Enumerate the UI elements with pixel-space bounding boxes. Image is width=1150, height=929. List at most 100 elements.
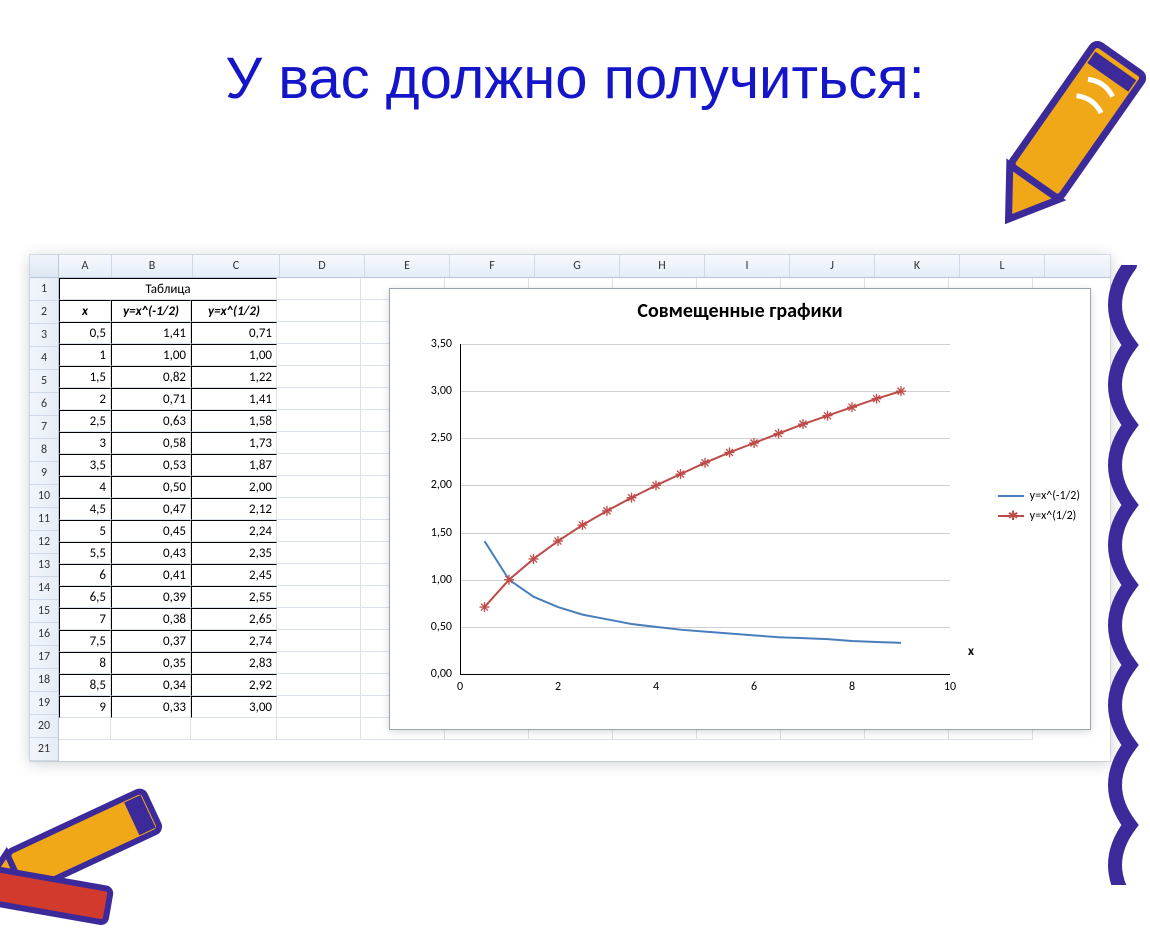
- cell-C4[interactable]: 1,00: [191, 344, 277, 366]
- cell-C20[interactable]: 3,00: [191, 696, 277, 718]
- cell-B19[interactable]: 0,34: [111, 674, 191, 696]
- cell-D9[interactable]: [277, 454, 361, 476]
- cell-B13[interactable]: 0,43: [111, 542, 191, 564]
- cell-D7[interactable]: [277, 410, 361, 432]
- column-header-L[interactable]: L: [960, 255, 1045, 277]
- cell-D20[interactable]: [277, 696, 361, 718]
- cell-D3[interactable]: [277, 322, 361, 344]
- row-header-18[interactable]: 18: [30, 669, 58, 692]
- cell-A7[interactable]: 2,5: [59, 410, 111, 432]
- cell-D10[interactable]: [277, 476, 361, 498]
- cell-D11[interactable]: [277, 498, 361, 520]
- cell-B14[interactable]: 0,41: [111, 564, 191, 586]
- cell-D21[interactable]: [277, 718, 361, 740]
- row-header-19[interactable]: 19: [30, 692, 58, 715]
- column-header-C[interactable]: C: [193, 255, 280, 277]
- row-header-10[interactable]: 10: [30, 485, 58, 508]
- cell-A9[interactable]: 3,5: [59, 454, 111, 476]
- cell-D19[interactable]: [277, 674, 361, 696]
- column-header-G[interactable]: G: [535, 255, 620, 277]
- cell-B3[interactable]: 1,41: [111, 322, 191, 344]
- row-header-3[interactable]: 3: [30, 324, 58, 347]
- cell-D13[interactable]: [277, 542, 361, 564]
- cell-D18[interactable]: [277, 652, 361, 674]
- cell-B12[interactable]: 0,45: [111, 520, 191, 542]
- row-header-5[interactable]: 5: [30, 370, 58, 393]
- cell-D17[interactable]: [277, 630, 361, 652]
- column-header-I[interactable]: I: [705, 255, 790, 277]
- row-header-12[interactable]: 12: [30, 531, 58, 554]
- cell-A16[interactable]: 7: [59, 608, 111, 630]
- cell-C17[interactable]: 2,74: [191, 630, 277, 652]
- cell-C2[interactable]: y=x^(1/2): [191, 300, 277, 322]
- column-header-B[interactable]: B: [112, 255, 193, 277]
- cell-C13[interactable]: 2,35: [191, 542, 277, 564]
- cell-A2[interactable]: x: [59, 300, 111, 322]
- cell-C10[interactable]: 2,00: [191, 476, 277, 498]
- cell-D4[interactable]: [277, 344, 361, 366]
- cell-A11[interactable]: 4,5: [59, 498, 111, 520]
- cell-C9[interactable]: 1,87: [191, 454, 277, 476]
- cell-C14[interactable]: 2,45: [191, 564, 277, 586]
- cell-A20[interactable]: 9: [59, 696, 111, 718]
- cell-A3[interactable]: 0,5: [59, 322, 111, 344]
- column-header-D[interactable]: D: [280, 255, 365, 277]
- row-header-11[interactable]: 11: [30, 508, 58, 531]
- row-header-17[interactable]: 17: [30, 646, 58, 669]
- cell-B2[interactable]: y=x^(-1/2): [111, 300, 191, 322]
- row-header-16[interactable]: 16: [30, 623, 58, 646]
- cell-B17[interactable]: 0,37: [111, 630, 191, 652]
- cell-B21[interactable]: [111, 718, 191, 740]
- cell-A4[interactable]: 1: [59, 344, 111, 366]
- cell-B18[interactable]: 0,35: [111, 652, 191, 674]
- cell-B15[interactable]: 0,39: [111, 586, 191, 608]
- cell-A1[interactable]: Таблица: [59, 278, 277, 300]
- column-header-E[interactable]: E: [365, 255, 450, 277]
- row-header-8[interactable]: 8: [30, 439, 58, 462]
- cell-B5[interactable]: 0,82: [111, 366, 191, 388]
- cell-A21[interactable]: [59, 718, 111, 740]
- cell-D1[interactable]: [277, 278, 361, 300]
- cell-B10[interactable]: 0,50: [111, 476, 191, 498]
- row-header-15[interactable]: 15: [30, 600, 58, 623]
- column-header-A[interactable]: A: [59, 255, 112, 277]
- cell-C21[interactable]: [191, 718, 277, 740]
- row-header-14[interactable]: 14: [30, 577, 58, 600]
- row-header-2[interactable]: 2: [30, 301, 58, 324]
- cell-D15[interactable]: [277, 586, 361, 608]
- row-header-7[interactable]: 7: [30, 416, 58, 439]
- cell-A19[interactable]: 8,5: [59, 674, 111, 696]
- cell-B9[interactable]: 0,53: [111, 454, 191, 476]
- row-header-4[interactable]: 4: [30, 347, 58, 370]
- cell-A8[interactable]: 3: [59, 432, 111, 454]
- cell-B20[interactable]: 0,33: [111, 696, 191, 718]
- cell-B8[interactable]: 0,58: [111, 432, 191, 454]
- cell-D14[interactable]: [277, 564, 361, 586]
- cell-A13[interactable]: 5,5: [59, 542, 111, 564]
- cell-D5[interactable]: [277, 366, 361, 388]
- select-all-corner[interactable]: [30, 255, 59, 277]
- cell-C11[interactable]: 2,12: [191, 498, 277, 520]
- cell-B16[interactable]: 0,38: [111, 608, 191, 630]
- cell-C8[interactable]: 1,73: [191, 432, 277, 454]
- cell-C5[interactable]: 1,22: [191, 366, 277, 388]
- row-header-21[interactable]: 21: [30, 738, 58, 761]
- cell-B7[interactable]: 0,63: [111, 410, 191, 432]
- cell-C6[interactable]: 1,41: [191, 388, 277, 410]
- cell-A12[interactable]: 5: [59, 520, 111, 542]
- row-header-6[interactable]: 6: [30, 393, 58, 416]
- cell-A17[interactable]: 7,5: [59, 630, 111, 652]
- cell-A6[interactable]: 2: [59, 388, 111, 410]
- row-header-20[interactable]: 20: [30, 715, 58, 738]
- cell-C19[interactable]: 2,92: [191, 674, 277, 696]
- cell-C12[interactable]: 2,24: [191, 520, 277, 542]
- cell-C15[interactable]: 2,55: [191, 586, 277, 608]
- column-header-F[interactable]: F: [450, 255, 535, 277]
- cell-D2[interactable]: [277, 300, 361, 322]
- cell-C18[interactable]: 2,83: [191, 652, 277, 674]
- cell-C3[interactable]: 0,71: [191, 322, 277, 344]
- cell-A10[interactable]: 4: [59, 476, 111, 498]
- column-header-H[interactable]: H: [620, 255, 705, 277]
- cell-D16[interactable]: [277, 608, 361, 630]
- cell-B6[interactable]: 0,71: [111, 388, 191, 410]
